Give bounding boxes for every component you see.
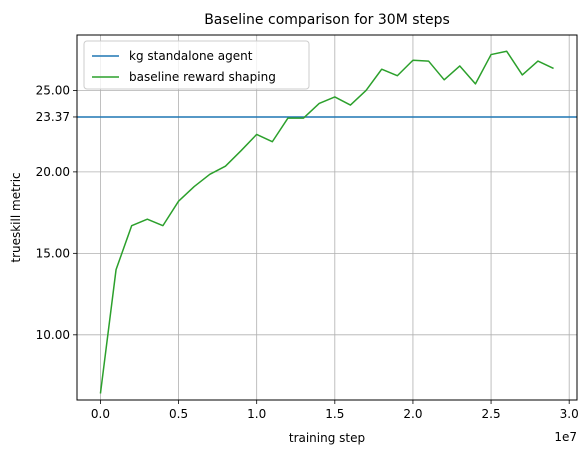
ticks-layer: 0.0 0.5 1.0 1.5 2.0 2.5 3.0 10.00 15.00 20.00 23.3… — [36, 83, 579, 421]
series-layer — [77, 50, 577, 394]
axes-frame — [76, 34, 578, 401]
x-tick-label: 3.0 — [560, 407, 579, 421]
x-tick-label: 0.0 — [91, 407, 110, 421]
x-axis-offset-label: 1e7 — [554, 430, 577, 444]
legend-label: baseline reward shaping — [129, 70, 276, 84]
legend-box — [83, 40, 310, 90]
y-tick-label: 25.00 — [36, 83, 70, 97]
y-tick-label: 23.37 — [36, 110, 70, 124]
x-axis-label: training step — [289, 431, 365, 445]
y-tick-label: 15.00 — [36, 246, 70, 260]
legend-label: kg standalone agent — [129, 49, 253, 63]
x-tick-label: 0.5 — [169, 407, 188, 421]
legend: kg standalone agent baseline reward shapi… — [83, 40, 310, 90]
x-tick-label: 1.0 — [247, 407, 266, 421]
x-tick-label: 2.0 — [403, 407, 422, 421]
y-tick-label: 10.00 — [36, 328, 70, 342]
y-axis-label: trueskill metric — [9, 172, 23, 262]
y-tick-label: 20.00 — [36, 165, 70, 179]
x-tick-label: 2.5 — [482, 407, 501, 421]
x-tick-label: 1.5 — [325, 407, 344, 421]
chart-title: Baseline comparison for 30M steps — [204, 12, 450, 28]
series-line-baseline-reward-shaping — [99, 50, 554, 394]
